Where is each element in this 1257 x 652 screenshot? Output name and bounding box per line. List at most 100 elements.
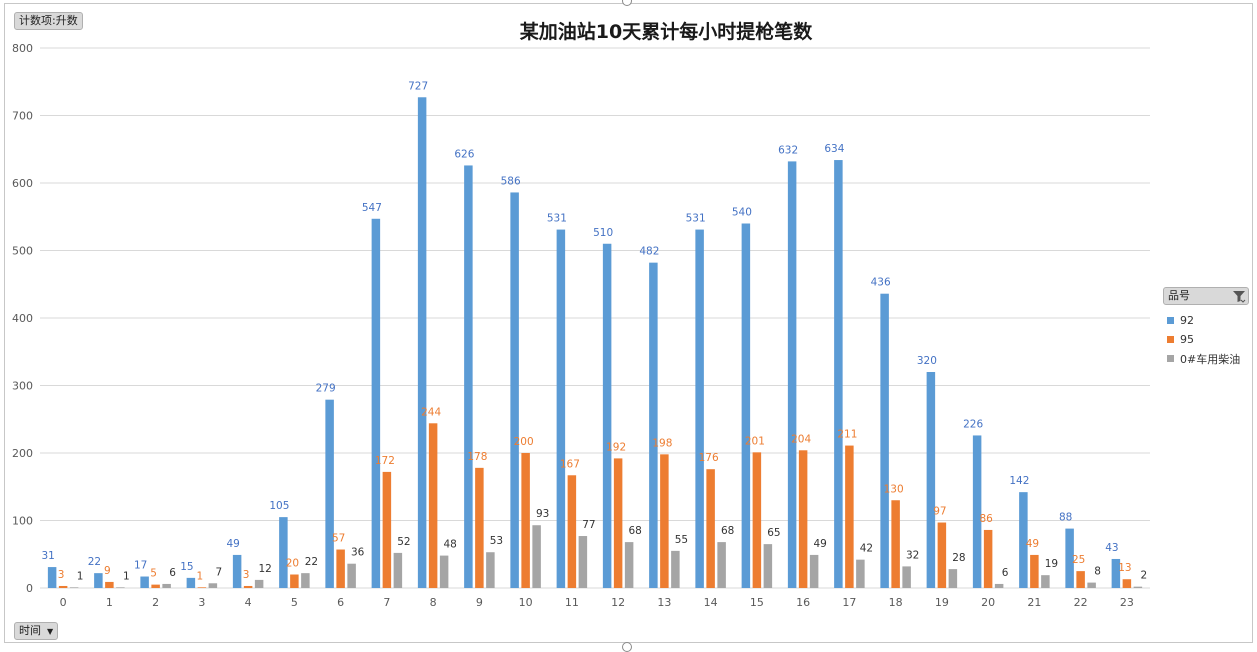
bar: [926, 372, 936, 588]
data-label: 48: [443, 539, 456, 551]
legend-field-label: 品号: [1168, 289, 1190, 302]
data-label: 17: [134, 560, 147, 572]
bar: [1133, 586, 1143, 588]
legend-label: 92: [1180, 314, 1194, 327]
y-tick-label: 0: [26, 582, 33, 595]
filter-icon[interactable]: [1232, 289, 1246, 303]
bar: [254, 579, 264, 588]
bar: [1122, 579, 1132, 588]
bar: [624, 542, 634, 588]
legend-label: 0#车用柴油: [1180, 352, 1241, 366]
bar: [880, 293, 889, 588]
data-label: 167: [560, 458, 580, 470]
axis-field-button[interactable]: 时间 ▼: [14, 622, 59, 640]
x-tick-label: 15: [750, 596, 764, 609]
bar: [1065, 528, 1074, 588]
x-tick-label: 5: [291, 596, 298, 609]
data-label: 88: [1059, 512, 1072, 524]
data-label: 1: [123, 570, 130, 582]
bar: [105, 581, 114, 588]
data-label: 244: [421, 406, 441, 418]
x-tick-label: 9: [476, 596, 483, 609]
x-tick-label: 10: [519, 596, 533, 609]
data-label: 49: [226, 538, 239, 550]
data-label: 211: [837, 429, 857, 441]
data-label: 97: [933, 506, 946, 518]
bar: [47, 567, 57, 588]
data-label: 57: [332, 533, 345, 545]
bar: [798, 450, 808, 588]
data-label: 49: [813, 538, 826, 550]
bar: [787, 161, 797, 588]
bar: [1076, 571, 1085, 588]
bar: [439, 555, 449, 588]
bar: [891, 500, 900, 588]
chart-title: 某加油站10天累计每小时提枪笔数: [520, 20, 813, 43]
data-label: 510: [593, 227, 613, 239]
data-label: 6: [1002, 567, 1009, 579]
data-label: 15: [180, 561, 193, 573]
y-tick-label: 600: [12, 177, 33, 190]
data-label: 8: [1094, 566, 1101, 578]
bar: [186, 577, 196, 588]
x-tick-label: 1: [106, 596, 113, 609]
data-label: 727: [408, 80, 428, 92]
bar: [1041, 575, 1050, 588]
bar: [972, 435, 982, 588]
data-label: 31: [41, 550, 54, 562]
legend-item: 0#车用柴油: [1167, 349, 1249, 368]
data-label: 53: [490, 535, 503, 547]
axis-field-label: 时间: [19, 624, 41, 637]
bar: [660, 454, 669, 588]
data-label: 634: [824, 143, 844, 155]
bar: [845, 445, 854, 588]
y-tick-label: 100: [12, 515, 33, 528]
data-label: 632: [778, 144, 798, 156]
bar: [162, 583, 171, 588]
data-label: 586: [501, 175, 521, 187]
resize-handle-top[interactable]: [622, 0, 632, 6]
data-label: 68: [721, 525, 734, 537]
bar: [197, 587, 207, 588]
bar: [602, 243, 612, 588]
data-label: 68: [628, 525, 641, 537]
x-tick-label: 22: [1074, 596, 1088, 609]
data-label: 142: [1009, 475, 1029, 487]
bar: [937, 522, 947, 588]
data-label: 77: [582, 519, 595, 531]
data-label: 626: [454, 148, 474, 160]
y-tick-label: 400: [12, 312, 33, 325]
data-label: 52: [397, 536, 410, 548]
x-tick-label: 7: [383, 596, 390, 609]
bar: [417, 97, 427, 589]
data-label: 540: [732, 207, 752, 219]
data-label: 320: [917, 355, 937, 367]
bar: [94, 573, 103, 588]
data-label: 1: [197, 570, 204, 582]
data-label: 279: [316, 383, 336, 395]
bar: [510, 192, 519, 588]
bar: [116, 587, 125, 588]
y-tick-label: 500: [12, 245, 33, 258]
legend-item: 95: [1167, 330, 1249, 349]
bar: [69, 587, 79, 588]
x-tick-label: 19: [935, 596, 949, 609]
bar: [325, 399, 334, 588]
bar: [902, 566, 911, 588]
data-label: 198: [652, 437, 672, 449]
legend: 品号 92 95 0#车用柴油: [1163, 287, 1249, 368]
x-tick-label: 8: [430, 596, 437, 609]
legend-item: 92: [1167, 311, 1249, 330]
legend-swatch: [1167, 336, 1174, 343]
y-tick-label: 800: [12, 42, 33, 55]
x-tick-label: 6: [337, 596, 344, 609]
data-label: 19: [1045, 558, 1058, 570]
value-field-button[interactable]: 计数项:升数: [14, 12, 83, 30]
legend-field-button[interactable]: 品号: [1163, 287, 1249, 305]
y-axis-ticks: 0 100 200 300 400 500 600 700 800: [12, 42, 33, 595]
y-tick-label: 300: [12, 380, 33, 393]
bar: [1030, 554, 1039, 588]
data-label: 547: [362, 202, 382, 214]
